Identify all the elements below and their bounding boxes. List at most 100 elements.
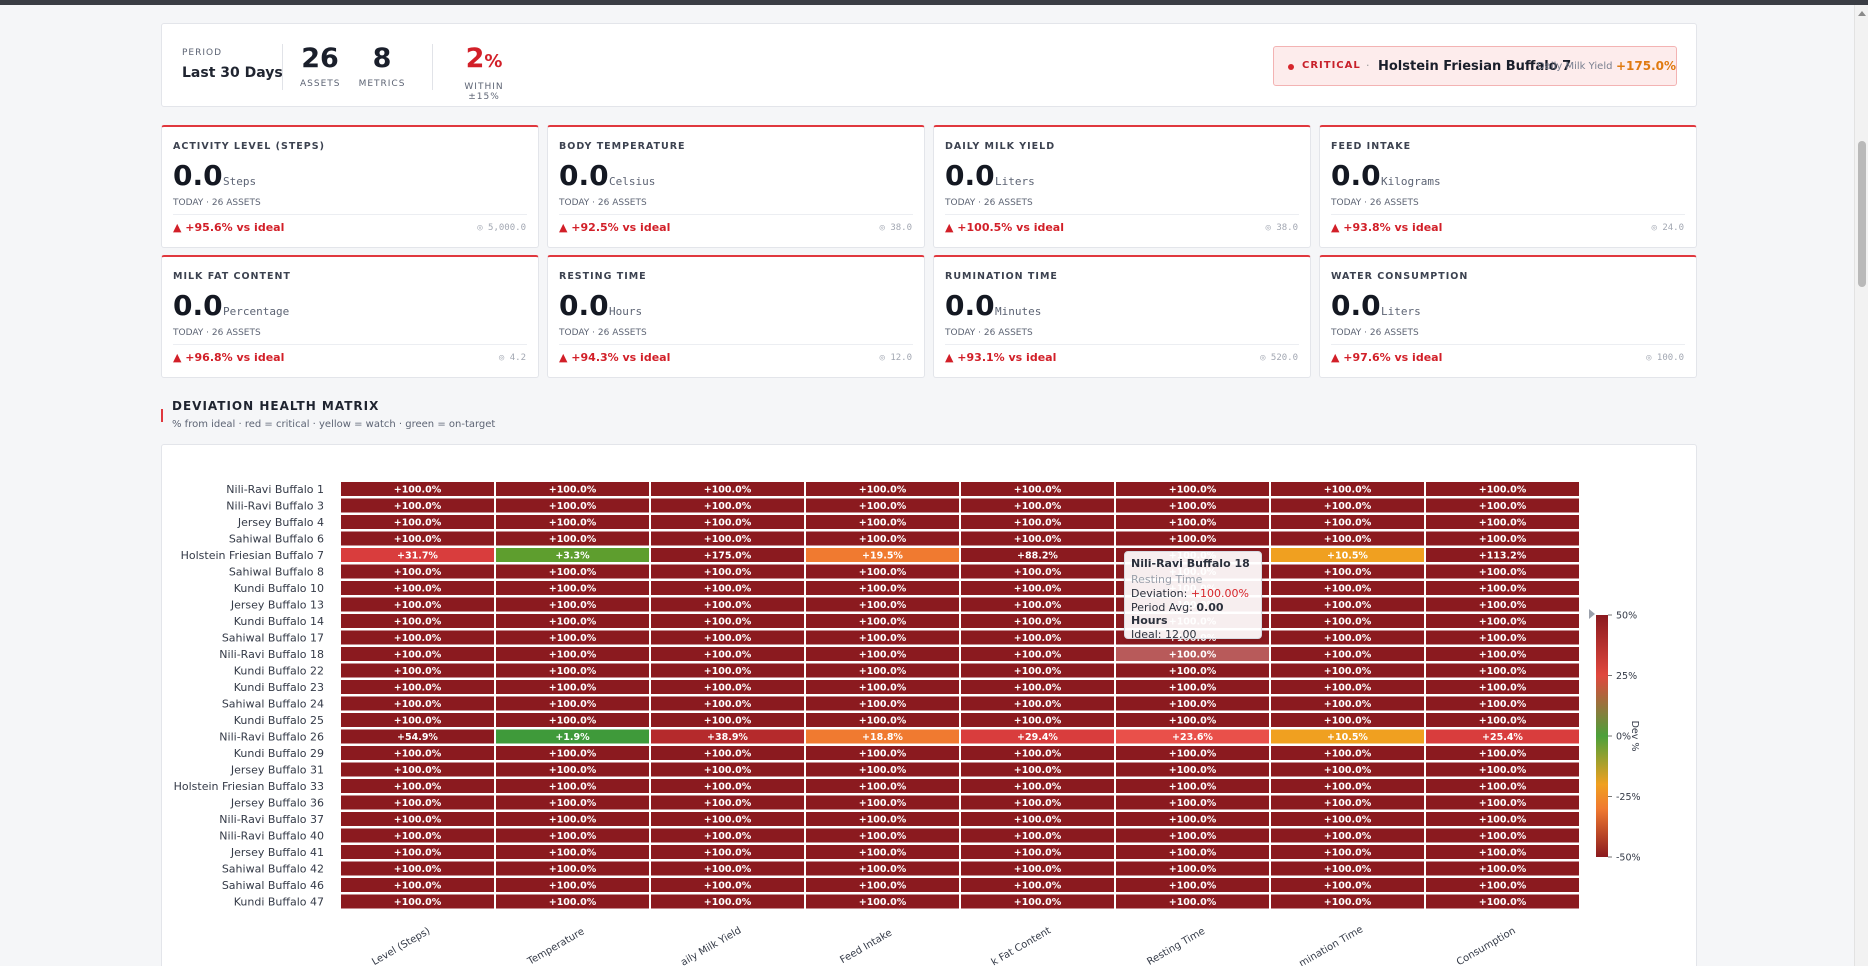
kpi-card[interactable]: RUMINATION TIME 0.0 Minutes TODAY · 26 ASSE… [933, 255, 1311, 378]
heatmap-cell[interactable] [1426, 779, 1579, 793]
heatmap-cell[interactable] [961, 663, 1114, 678]
heatmap-cell[interactable] [806, 696, 959, 711]
heatmap-cell[interactable] [1116, 828, 1269, 843]
heatmap-cell[interactable] [961, 630, 1114, 645]
heatmap-cell[interactable] [806, 663, 959, 678]
heatmap-cell[interactable] [341, 482, 494, 496]
heatmap-cell[interactable] [341, 680, 494, 694]
heatmap-cell[interactable] [1271, 630, 1424, 645]
heatmap-cell[interactable] [1426, 894, 1579, 909]
heatmap-cell[interactable] [496, 812, 649, 826]
heatmap-cell[interactable] [1271, 746, 1424, 760]
heatmap-cell[interactable] [496, 482, 649, 496]
heatmap-cell[interactable] [341, 630, 494, 645]
heatmap-cell[interactable] [496, 498, 649, 513]
heatmap-cell[interactable] [341, 696, 494, 711]
heatmap-cell[interactable] [496, 713, 649, 727]
heatmap-cell[interactable] [496, 581, 649, 595]
heatmap-cell[interactable] [1426, 729, 1579, 744]
heatmap-cell[interactable] [1116, 845, 1269, 859]
heatmap-cell[interactable] [1116, 680, 1269, 694]
heatmap-cell[interactable] [1271, 581, 1424, 595]
heatmap-cell[interactable] [1426, 647, 1579, 661]
heatmap-cell[interactable] [496, 878, 649, 892]
heatmap-cell[interactable] [496, 845, 649, 859]
heatmap-cell[interactable] [651, 812, 804, 826]
colorscale-bar[interactable] [1596, 615, 1608, 857]
heatmap-cell[interactable] [1271, 795, 1424, 810]
heatmap-cell[interactable] [806, 581, 959, 595]
heatmap-cell[interactable] [1271, 878, 1424, 892]
heatmap-cell[interactable] [1426, 762, 1579, 777]
heatmap-cell[interactable] [961, 812, 1114, 826]
heatmap-cell[interactable] [1271, 729, 1424, 744]
heatmap-cell[interactable] [651, 564, 804, 579]
heatmap-cell[interactable] [651, 630, 804, 645]
heatmap-cell[interactable] [1426, 861, 1579, 876]
heatmap-cell[interactable] [496, 861, 649, 876]
heatmap-cell[interactable] [651, 696, 804, 711]
heatmap-cell[interactable] [1426, 795, 1579, 810]
heatmap-cell[interactable] [961, 581, 1114, 595]
heatmap-cell[interactable] [806, 531, 959, 546]
heatmap-cell[interactable] [806, 647, 959, 661]
kpi-card[interactable]: BODY TEMPERATURE 0.0 Celsius TODAY · 26 ASS… [547, 125, 925, 248]
heatmap-cell[interactable] [961, 845, 1114, 859]
heatmap-cell[interactable] [651, 548, 804, 562]
heatmap-cell[interactable] [1426, 531, 1579, 546]
heatmap-cell[interactable] [1271, 564, 1424, 579]
heatmap-cell[interactable] [1271, 614, 1424, 628]
deviation-heatmap[interactable]: Nili-Ravi Buffalo 1 +100.0% +100.0% +100.0%… [162, 445, 1698, 966]
heatmap-cell[interactable] [1271, 647, 1424, 661]
heatmap-cell[interactable] [341, 828, 494, 843]
heatmap-cell[interactable] [806, 680, 959, 694]
heatmap-cell[interactable] [341, 713, 494, 727]
heatmap-cell[interactable] [341, 812, 494, 826]
heatmap-cell[interactable] [806, 564, 959, 579]
heatmap-cell[interactable] [1116, 894, 1269, 909]
heatmap-cell[interactable] [806, 713, 959, 727]
period-value[interactable]: Last 30 Days [182, 65, 283, 81]
heatmap-cell[interactable] [651, 779, 804, 793]
heatmap-cell[interactable] [341, 548, 494, 562]
heatmap-cell[interactable] [961, 713, 1114, 727]
kpi-card[interactable]: FEED INTAKE 0.0 Kilograms TODAY · 26 ASSETS… [1319, 125, 1697, 248]
heatmap-cell[interactable] [496, 663, 649, 678]
heatmap-cell[interactable] [806, 861, 959, 876]
heatmap-cell[interactable] [1271, 531, 1424, 546]
heatmap-cell[interactable] [651, 581, 804, 595]
heatmap-cell[interactable] [961, 614, 1114, 628]
kpi-card[interactable]: WATER CONSUMPTION 0.0 Liters TODAY · 26 ASS… [1319, 255, 1697, 378]
heatmap-cell[interactable] [961, 647, 1114, 661]
heatmap-cell[interactable] [806, 482, 959, 496]
heatmap-cell[interactable] [1116, 647, 1269, 661]
heatmap-cell[interactable] [1426, 482, 1579, 496]
heatmap-cell[interactable] [806, 894, 959, 909]
heatmap-cell[interactable] [496, 696, 649, 711]
heatmap-cell[interactable] [1271, 515, 1424, 529]
heatmap-cell[interactable] [496, 614, 649, 628]
heatmap-cell[interactable] [496, 515, 649, 529]
heatmap-cell[interactable] [1426, 614, 1579, 628]
heatmap-cell[interactable] [1271, 894, 1424, 909]
heatmap-cell[interactable] [806, 746, 959, 760]
heatmap-cell[interactable] [1271, 812, 1424, 826]
kpi-card[interactable]: RESTING TIME 0.0 Hours TODAY · 26 ASSETS ▲ +… [547, 255, 925, 378]
scroll-up-icon[interactable] [1858, 11, 1866, 16]
heatmap-cell[interactable] [961, 548, 1114, 562]
heatmap-cell[interactable] [341, 795, 494, 810]
heatmap-cell[interactable] [341, 779, 494, 793]
heatmap-cell[interactable] [1116, 812, 1269, 826]
heatmap-cell[interactable] [961, 779, 1114, 793]
heatmap-cell[interactable] [806, 515, 959, 529]
heatmap-cell[interactable] [341, 564, 494, 579]
heatmap-cell[interactable] [651, 482, 804, 496]
heatmap-cell[interactable] [961, 515, 1114, 529]
heatmap-cell[interactable] [806, 845, 959, 859]
heatmap-cell[interactable] [651, 647, 804, 661]
heatmap-cell[interactable] [1116, 515, 1269, 529]
heatmap-cell[interactable] [651, 597, 804, 612]
heatmap-cell[interactable] [806, 614, 959, 628]
heatmap-cell[interactable] [961, 680, 1114, 694]
heatmap-cell[interactable] [1426, 812, 1579, 826]
